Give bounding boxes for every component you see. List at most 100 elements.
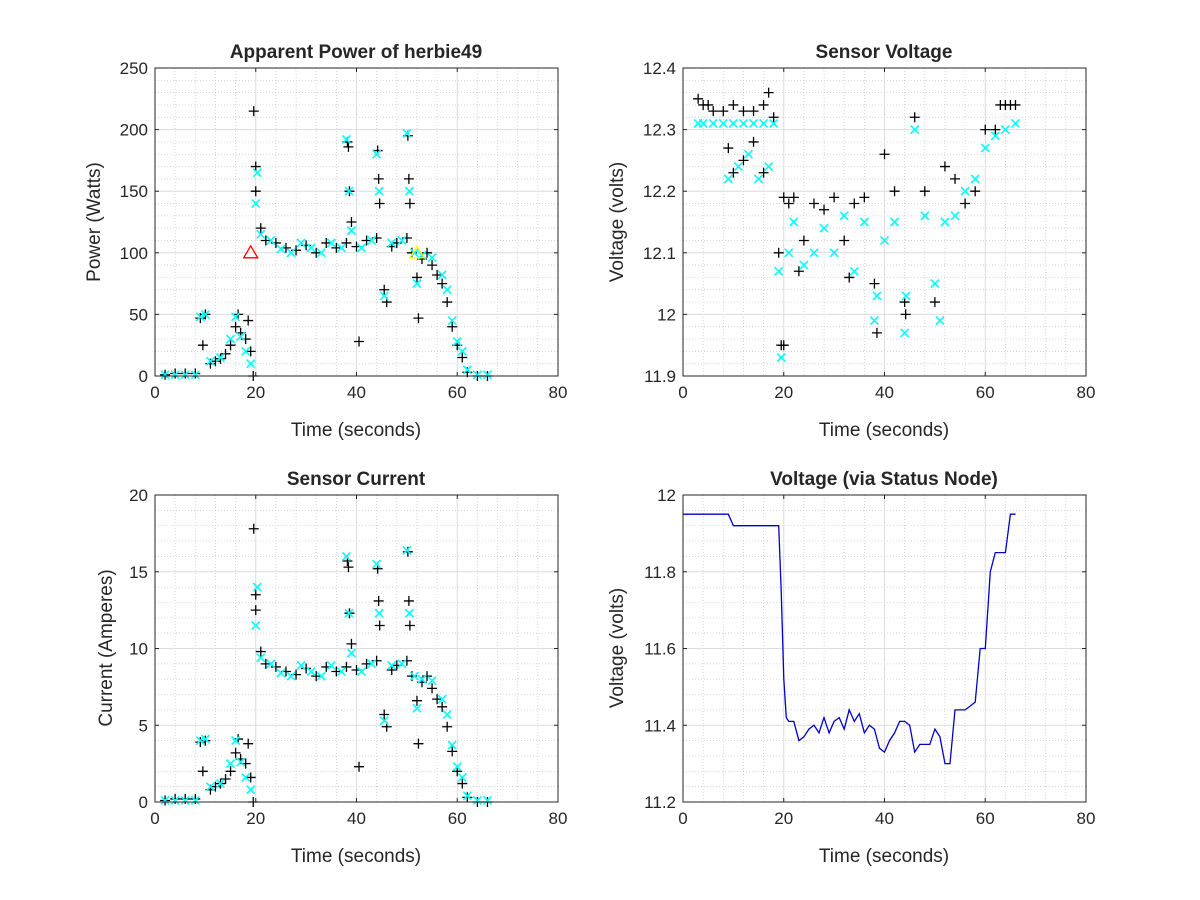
y-tick-label: 11.6 (644, 640, 676, 659)
x-tick-label: 0 (150, 383, 159, 402)
x-tick-label: 60 (448, 809, 467, 828)
data-point-x (372, 559, 382, 569)
data-point-x (447, 740, 457, 750)
data-point-x (286, 671, 296, 681)
data-point-x (472, 795, 482, 806)
x-tick-label: 80 (1077, 809, 1096, 828)
y-axis-label: Current (Amperes) (96, 569, 117, 726)
data-point-plus (301, 663, 312, 674)
data-point-plus (243, 738, 254, 749)
data-point-x (910, 125, 920, 135)
panel-apparent-power: Apparent Power of herbie49 Time (seconds… (84, 42, 567, 441)
y-tick-label: 12.3 (643, 121, 676, 140)
data-point-plus (990, 124, 1001, 135)
data-point-x (341, 551, 351, 561)
data-point-x (462, 365, 472, 375)
x-tick-label: 80 (549, 383, 568, 402)
y-axis-label: Voltage (volts) (607, 588, 628, 708)
data-point-plus (869, 278, 880, 289)
data-point-x (225, 759, 236, 769)
x-tick-label: 40 (875, 383, 894, 402)
data-point-plus (432, 269, 443, 280)
plot-frame (682, 67, 1087, 377)
data-point-x (195, 736, 205, 746)
x-tick-label: 20 (774, 809, 793, 828)
y-axis-label: Voltage (volts) (607, 162, 628, 282)
data-point-x (482, 795, 493, 806)
data-point-x (452, 336, 462, 347)
data-point-x (728, 118, 738, 129)
data-point-x (367, 659, 377, 669)
data-point-x (442, 285, 452, 295)
data-point-x (412, 279, 422, 289)
data-point-plus (849, 198, 860, 209)
data-point-x (397, 235, 407, 246)
data-point-plus (374, 198, 385, 209)
y-tick-label: 10 (129, 640, 148, 659)
data-point-x (356, 666, 367, 677)
data-point-triangle (242, 244, 259, 259)
data-point-plus (361, 235, 372, 246)
data-point-x (316, 248, 326, 258)
data-point-x (346, 648, 357, 658)
data-point-x (344, 608, 354, 618)
data-point-x (296, 238, 306, 248)
data-point-plus (457, 778, 468, 789)
data-point-plus (250, 161, 261, 172)
plot-area-sensor-voltage: 0 20 40 60 80 11.9 12 12.1 12.2 12.3 12.4 (643, 59, 1096, 402)
data-point-plus (225, 340, 236, 351)
data-point-x (901, 291, 911, 301)
data-point-plus (341, 661, 352, 672)
y-tick-label: 11.4 (644, 716, 676, 735)
y-tick-label: 150 (120, 182, 148, 201)
data-point-plus (404, 198, 415, 209)
data-point-plus (270, 661, 281, 672)
data-point-x (743, 149, 754, 159)
x-tick-label: 60 (976, 383, 995, 402)
x-tick-label: 20 (246, 383, 265, 402)
data-point-triangle (408, 244, 426, 259)
data-point-plus (260, 658, 271, 669)
data-point-plus (889, 186, 900, 197)
x-tick-label: 60 (976, 809, 995, 828)
panel-sensor-current: Sensor Current Time (seconds) Current (A… (96, 469, 567, 867)
x-axis-label: Time (seconds) (291, 846, 421, 867)
data-point-x (170, 370, 180, 380)
data-point-x (890, 217, 900, 227)
data-point-plus (250, 186, 261, 197)
data-point-plus (871, 327, 882, 338)
data-point-plus (738, 155, 749, 166)
data-point-plus (919, 186, 930, 197)
data-point-x (738, 118, 749, 129)
y-tick-label: 250 (120, 59, 148, 78)
data-point-plus (723, 143, 734, 154)
data-point-x (698, 118, 708, 129)
data-point-plus (778, 340, 789, 351)
data-point-x (452, 762, 462, 772)
data-point-plus (939, 161, 950, 172)
x-tick-label: 0 (678, 383, 687, 402)
x-tick-label: 40 (875, 809, 894, 828)
data-point-plus (180, 368, 191, 379)
data-point-plus (427, 260, 438, 271)
data-point-plus (768, 112, 779, 123)
data-point-x (225, 334, 236, 344)
data-point-plus (708, 106, 719, 117)
data-point-x (437, 694, 447, 704)
plot-area-sensor-current: 0 20 40 60 80 0 5 10 15 20 (129, 486, 567, 828)
y-tick-label: 12 (657, 486, 676, 505)
x-tick-label: 40 (347, 383, 366, 402)
data-point-plus (783, 198, 794, 209)
data-point-plus (452, 766, 463, 777)
y-tick-label: 12.1 (643, 244, 676, 263)
data-point-x (326, 238, 336, 248)
data-point-x (442, 709, 452, 720)
data-point-plus (900, 309, 911, 320)
data-point-x (231, 312, 241, 322)
data-point-x (252, 168, 262, 178)
data-point-plus (243, 315, 254, 326)
data-point-plus (248, 106, 259, 117)
y-tick-label: 0 (139, 367, 148, 386)
y-tick-label: 11.8 (644, 563, 676, 582)
